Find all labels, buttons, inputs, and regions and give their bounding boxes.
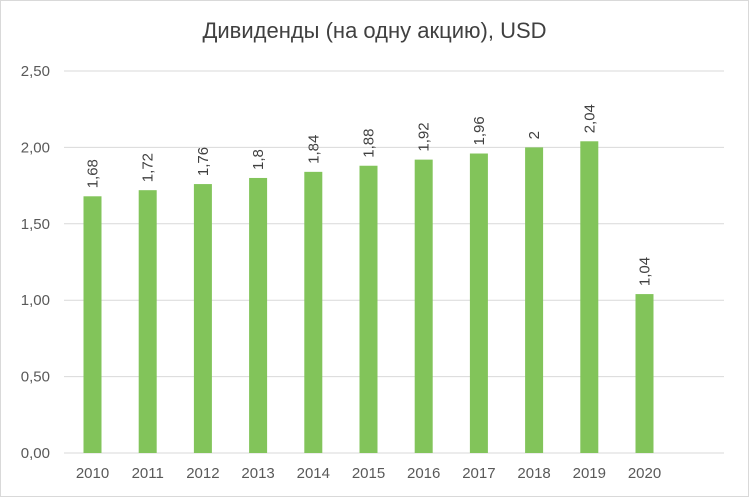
data-label: 1,88 bbox=[361, 129, 378, 158]
data-label: 1,84 bbox=[305, 135, 322, 164]
x-tick-label: 2015 bbox=[352, 465, 385, 482]
bar bbox=[249, 177, 268, 453]
bar bbox=[138, 190, 157, 453]
data-label: 2,04 bbox=[581, 104, 598, 133]
data-label: 1,8 bbox=[250, 149, 267, 170]
y-tick-label: 2,00 bbox=[21, 139, 50, 156]
y-tick-label: 1,50 bbox=[21, 216, 50, 233]
y-tick-label: 0,00 bbox=[21, 445, 50, 462]
data-label: 1,04 bbox=[637, 257, 654, 286]
bar bbox=[469, 153, 488, 453]
bar bbox=[304, 171, 323, 453]
data-label: 1,72 bbox=[140, 153, 157, 182]
data-label: 1,96 bbox=[471, 116, 488, 145]
x-tick-label: 2010 bbox=[76, 465, 109, 482]
data-label: 1,92 bbox=[416, 122, 433, 151]
x-tick-label: 2018 bbox=[517, 465, 550, 482]
x-tick-label: 2012 bbox=[186, 465, 219, 482]
x-tick-label: 2011 bbox=[132, 465, 164, 482]
x-tick-label: 2020 bbox=[628, 465, 661, 482]
x-tick-label: 2013 bbox=[241, 465, 274, 482]
x-tick-label: 2016 bbox=[407, 465, 440, 482]
y-tick-label: 2,50 bbox=[21, 63, 50, 80]
bar bbox=[359, 165, 378, 453]
bar bbox=[635, 294, 654, 453]
bar bbox=[83, 196, 102, 453]
data-label: 2 bbox=[526, 131, 543, 139]
y-tick-label: 0,50 bbox=[21, 369, 50, 386]
x-tick-label: 2017 bbox=[462, 465, 495, 482]
x-tick-label: 2014 bbox=[297, 465, 330, 482]
chart-title: Дивиденды (на одну акцию), USD bbox=[202, 18, 547, 43]
bar bbox=[580, 141, 599, 453]
data-label: 1,68 bbox=[85, 159, 102, 188]
y-tick-label: 1,00 bbox=[21, 292, 50, 309]
data-label: 1,76 bbox=[195, 147, 212, 176]
bar bbox=[414, 159, 433, 453]
bar bbox=[193, 184, 212, 453]
bar bbox=[525, 147, 544, 453]
x-tick-label: 2019 bbox=[573, 465, 606, 482]
